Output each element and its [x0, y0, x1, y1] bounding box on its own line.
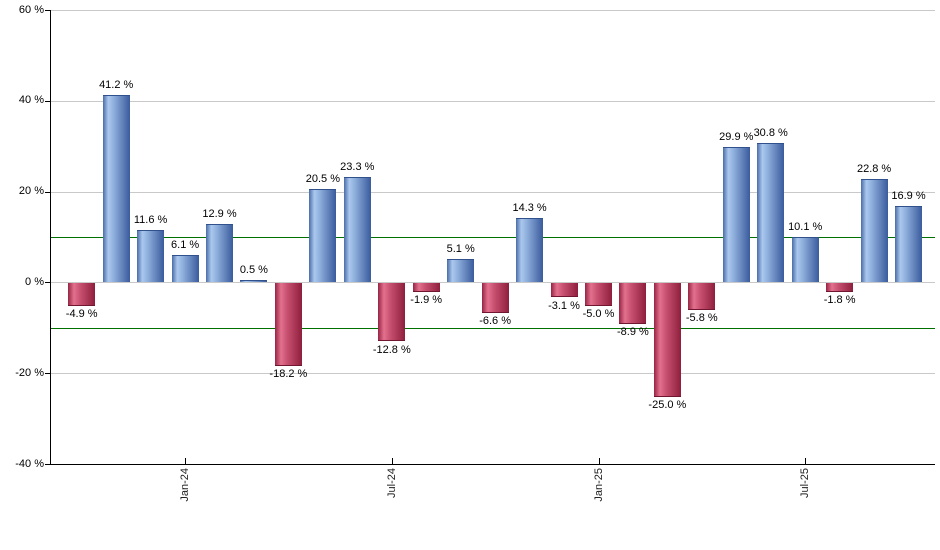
bar-value-label: 12.9 % [202, 207, 237, 220]
x-tick-label: Jan-24 [179, 468, 192, 502]
bar-value-label: 5.1 % [446, 243, 475, 256]
bar [895, 205, 922, 283]
bar [757, 142, 785, 283]
bar [619, 283, 647, 324]
bar [206, 223, 233, 283]
y-tick-label: 60 % [18, 3, 44, 16]
x-tick-label: Jan-25 [592, 468, 605, 502]
bar-value-label: -1.8 % [823, 293, 856, 306]
bar [481, 283, 509, 314]
y-tick [45, 191, 50, 193]
x-tick-label: Jul-24 [385, 468, 398, 498]
bar-value-label: 11.6 % [133, 213, 168, 226]
bar [653, 283, 681, 397]
bar-value-label: -5.8 % [685, 311, 718, 324]
bar-value-label: -3.1 % [548, 299, 580, 312]
bar [688, 283, 716, 310]
bar [826, 283, 854, 292]
y-tick-label: 20 % [18, 185, 44, 198]
y-tick [45, 100, 50, 102]
y-tick [45, 464, 50, 465]
bar-value-label: -25.0 % [648, 398, 687, 411]
bar-value-label: 30.8 % [753, 126, 788, 139]
bar [550, 283, 578, 298]
bar [274, 283, 302, 366]
bar-value-label: 6.1 % [171, 238, 200, 251]
y-tick-label: 0 % [25, 275, 44, 288]
x-tick [185, 458, 187, 464]
gridline [50, 282, 935, 284]
bar-value-label: 16.9 % [891, 189, 926, 202]
bar [309, 189, 337, 283]
bar [343, 176, 371, 283]
bar-value-label: -18.2 % [269, 368, 308, 380]
bar [68, 283, 96, 306]
bar-value-label: 23.3 % [340, 160, 375, 173]
bar [447, 259, 475, 283]
bar [378, 283, 406, 342]
bar [102, 95, 130, 283]
bar [860, 178, 888, 283]
bar [791, 236, 819, 283]
y-axis [50, 10, 51, 464]
bar [137, 229, 165, 283]
bar-value-label: 22.8 % [856, 162, 892, 175]
bar-value-label: -5.0 % [582, 308, 615, 321]
x-tick [391, 458, 393, 464]
y-tick-label: 40 % [18, 94, 44, 107]
threshold-line [50, 237, 935, 238]
bar-value-label: -4.9 % [65, 307, 98, 320]
x-axis [50, 464, 935, 465]
y-tick-label: -20 % [15, 366, 44, 379]
bar [412, 283, 440, 292]
bar-value-label: -6.6 % [479, 315, 511, 328]
bar [171, 254, 199, 283]
bar-value-label: -8.9 % [616, 325, 649, 338]
bar [240, 280, 268, 283]
gridline [50, 191, 935, 193]
x-tick [805, 458, 807, 464]
bar [722, 146, 750, 283]
y-tick-label: -40 % [15, 457, 44, 470]
bar-value-label: 14.3 % [512, 201, 547, 214]
bar-value-label: 10.1 % [788, 220, 823, 233]
y-tick [45, 373, 50, 375]
gridline [50, 373, 935, 375]
y-tick [45, 10, 50, 11]
bar-value-label: 0.5 % [239, 264, 268, 277]
gridline [50, 100, 935, 102]
bar-value-label: 20.5 % [305, 173, 341, 186]
bar-value-label: -12.8 % [372, 343, 411, 356]
bar [585, 283, 612, 307]
x-tick-label: Jul-25 [799, 468, 812, 498]
bar-value-label: 29.9 % [719, 130, 754, 143]
x-tick [598, 458, 600, 464]
bar [516, 217, 544, 283]
bar-value-label: 41.2 % [99, 79, 134, 92]
y-tick [45, 282, 50, 284]
gridline [50, 10, 935, 11]
bar-value-label: -1.9 % [410, 294, 443, 306]
threshold-line [50, 327, 935, 329]
